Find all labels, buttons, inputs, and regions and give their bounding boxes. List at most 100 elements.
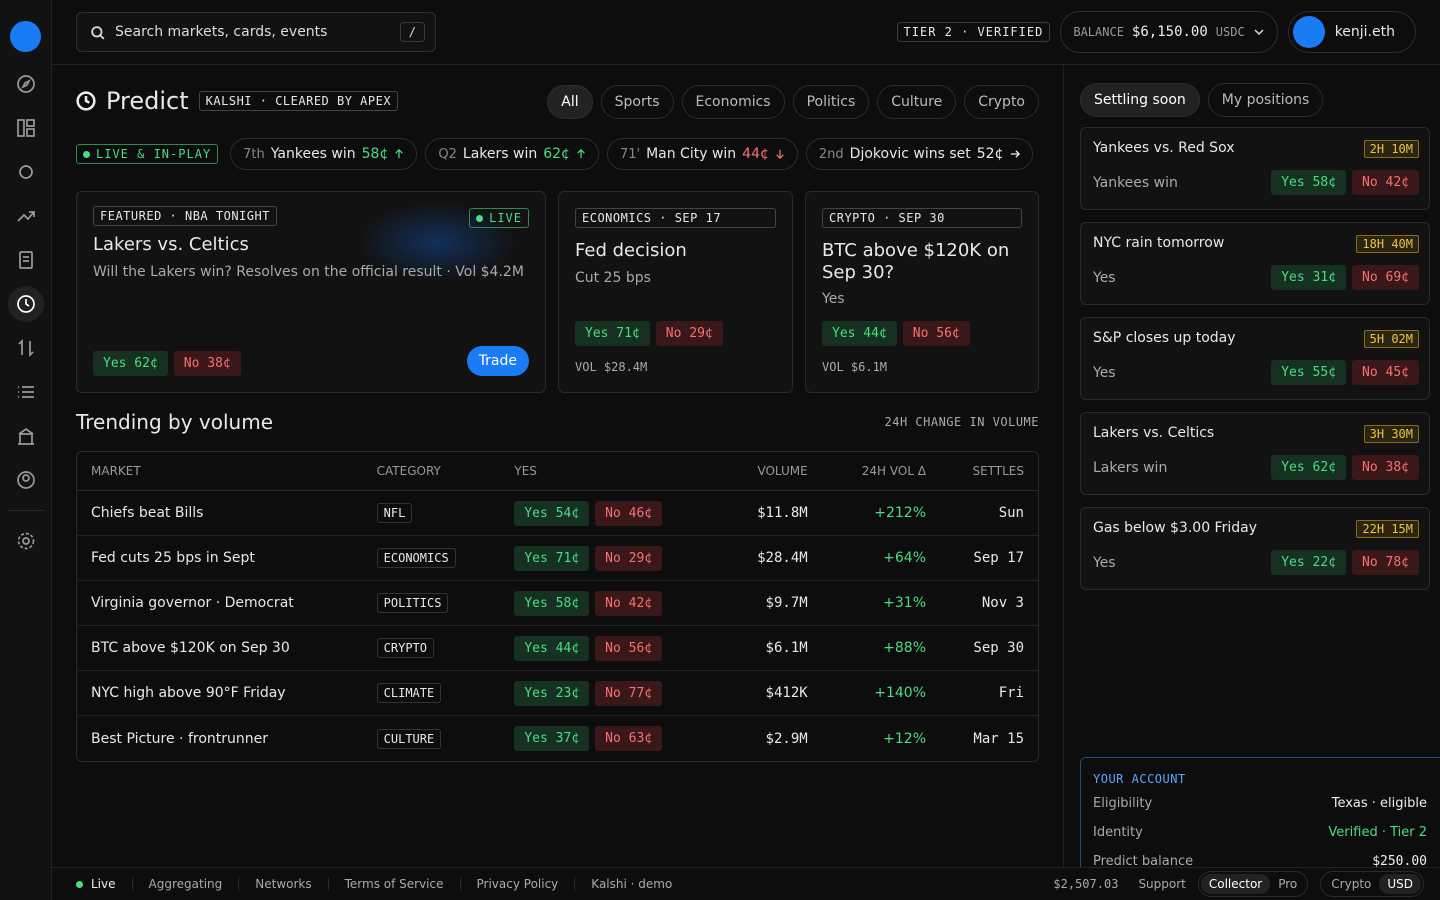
filter-pill[interactable]: Culture [877, 85, 957, 119]
no-price[interactable]: No 38¢ [1352, 455, 1419, 480]
settling-card[interactable]: S&P closes up today 5H 02M Yes Yes 55¢ No 45… [1080, 317, 1430, 400]
footer-link[interactable]: Privacy Policy [461, 877, 576, 891]
yes-price[interactable]: Yes 71¢ [575, 321, 650, 346]
yes-price[interactable]: Yes 31¢ [1271, 265, 1347, 290]
footer-link[interactable]: Kalshi · demo [591, 877, 673, 891]
filter-pill[interactable]: Politics [792, 85, 870, 119]
yes-price[interactable]: Yes 44¢ [822, 321, 897, 346]
no-price[interactable]: No 29¢ [655, 321, 723, 346]
no-price[interactable]: No 29¢ [595, 545, 663, 571]
no-price[interactable]: No 69¢ [1352, 265, 1419, 290]
no-price[interactable]: No 45¢ [1352, 360, 1419, 385]
column-header: SETTLES [940, 452, 1038, 491]
ticker-item[interactable]: 2nd Djokovic wins set 52¢ [805, 138, 1033, 170]
table-row[interactable]: BTC above $120K on Sep 30 CRYPTO Yes 44¢ No… [77, 626, 1038, 671]
footer-link[interactable]: Terms of Service [329, 877, 461, 891]
search-box[interactable]: Search markets, cards, events / [76, 12, 436, 52]
table-row[interactable]: Fed cuts 25 bps in Sept ECONOMICS Yes 71¢ N… [77, 536, 1038, 581]
settling-card[interactable]: Lakers vs. Celtics 3H 30M Lakers win Yes 62… [1080, 412, 1430, 495]
nav-trends[interactable] [16, 206, 36, 226]
volume: $9.7M [719, 581, 822, 626]
yes-price[interactable]: Yes 37¢ [514, 726, 590, 751]
yes-price[interactable]: Yes 62¢ [93, 351, 168, 376]
no-price[interactable]: No 56¢ [595, 635, 663, 661]
ticker-item[interactable]: Q2 Lakers win 62¢ [425, 138, 599, 170]
yes-price[interactable]: Yes 55¢ [1271, 360, 1347, 385]
no-price[interactable]: No 77¢ [595, 680, 663, 706]
nav-swap[interactable] [16, 338, 36, 358]
ticker-item[interactable]: 71' Man City win 44¢ [606, 138, 798, 170]
page-title: Predict [106, 87, 189, 115]
market-card[interactable]: ECONOMICS · SEP 17 Fed decision Cut 25 bps… [558, 191, 793, 393]
no-price[interactable]: No 38¢ [173, 351, 241, 376]
tab[interactable]: My positions [1207, 83, 1324, 117]
ticker-item[interactable]: 7th Yankees win 58¢ [230, 138, 418, 170]
category-cell: CLIMATE [362, 671, 501, 716]
card-tag: CRYPTO · SEP 30 [822, 208, 1022, 228]
nav-predict[interactable] [16, 294, 36, 314]
filter-pill[interactable]: All [547, 85, 593, 119]
account-label: Predict balance [1093, 854, 1194, 867]
yes-price[interactable]: Yes 23¢ [514, 680, 590, 706]
card-title: Lakers vs. Celtics [93, 234, 249, 255]
logo[interactable] [10, 21, 41, 52]
nav-profile[interactable] [16, 470, 36, 490]
yes-price[interactable]: Yes 62¢ [1271, 455, 1347, 480]
footer-link[interactable]: Aggregating [133, 877, 240, 891]
no-price[interactable]: No 56¢ [902, 321, 970, 346]
nav-circle[interactable] [16, 162, 36, 182]
table-row[interactable]: Best Picture · frontrunner CULTURE Yes 37¢… [77, 716, 1038, 761]
no-price[interactable]: No 42¢ [1352, 170, 1419, 195]
volume-change: +140% [821, 671, 941, 716]
settling-card[interactable]: NYC rain tomorrow 18H 40M Yes Yes 31¢ No 69¢ [1080, 222, 1430, 305]
card-desc: Yes [822, 291, 845, 308]
no-price[interactable]: No 63¢ [595, 726, 663, 751]
yes-price[interactable]: Yes 22¢ [1271, 550, 1347, 575]
toggle-option[interactable]: USD [1379, 874, 1421, 894]
category-tag: CULTURE [376, 728, 442, 749]
settling-prices: Yes 31¢ No 69¢ [1271, 265, 1419, 290]
no-price[interactable]: No 42¢ [595, 590, 663, 616]
nav-dashboard[interactable] [16, 118, 36, 138]
ticker-label: Lakers win [462, 146, 538, 162]
table-row[interactable]: Chiefs beat Bills NFL Yes 54¢ No 46¢ $11.8M +… [77, 491, 1038, 536]
filter-pill[interactable]: Economics [681, 85, 785, 119]
table-row[interactable]: NYC high above 90°F Friday CLIMATE Yes 23¢… [77, 671, 1038, 716]
account-value: $250.00 [1372, 854, 1427, 867]
toggle-option[interactable]: Pro [1278, 877, 1298, 891]
tab[interactable]: Settling soon [1080, 83, 1200, 117]
search-icon-path [91, 26, 105, 40]
balance[interactable]: BALANCE $6,150.00 USDC [1060, 11, 1278, 53]
settles: Fri [940, 671, 1038, 716]
user[interactable]: kenji.eth [1287, 11, 1416, 53]
toggle-option[interactable]: Collector [1200, 874, 1271, 894]
footer-link[interactable]: Networks [239, 877, 329, 891]
card-prices: Yes 44¢ No 56¢ [822, 321, 970, 346]
price-cell: Yes 23¢ No 77¢ [500, 671, 720, 716]
trade-button[interactable]: Trade [466, 346, 529, 376]
yes-price[interactable]: Yes 58¢ [514, 590, 590, 616]
status: Live [76, 877, 133, 891]
nav-list[interactable] [16, 382, 36, 402]
yes-price[interactable]: Yes 71¢ [514, 545, 590, 571]
nav-explore[interactable] [16, 74, 36, 94]
yes-price[interactable]: Yes 44¢ [514, 635, 590, 661]
nav-doc[interactable] [16, 250, 36, 270]
settling-card[interactable]: Yankees vs. Red Sox 2H 10M Yankees win Yes … [1080, 127, 1430, 210]
nav-bank[interactable] [16, 426, 36, 446]
toggle-option[interactable]: Crypto [1331, 877, 1372, 891]
nav-settings[interactable] [16, 531, 36, 551]
table-row[interactable]: Virginia governor · Democrat POLITICS Yes … [77, 581, 1038, 626]
market-card[interactable]: FEATURED · NBA TONIGHT LIVE Lakers vs. Cel… [76, 191, 546, 393]
filter-pill[interactable]: Sports [600, 85, 674, 119]
settling-card[interactable]: Gas below $3.00 Friday 22H 15M Yes Yes 22¢ N… [1080, 507, 1430, 590]
support-link[interactable]: Support [1138, 877, 1186, 891]
yes-price[interactable]: Yes 58¢ [1271, 170, 1347, 195]
yes-price[interactable]: Yes 54¢ [514, 500, 590, 526]
market-card[interactable]: CRYPTO · SEP 30 BTC above $120K on Sep 30… [805, 191, 1039, 393]
account-row: Eligibility Texas · eligible [1093, 796, 1427, 825]
filter-pill[interactable]: Crypto [964, 85, 1039, 119]
no-price[interactable]: No 78¢ [1352, 550, 1419, 575]
no-price[interactable]: No 46¢ [595, 500, 663, 526]
